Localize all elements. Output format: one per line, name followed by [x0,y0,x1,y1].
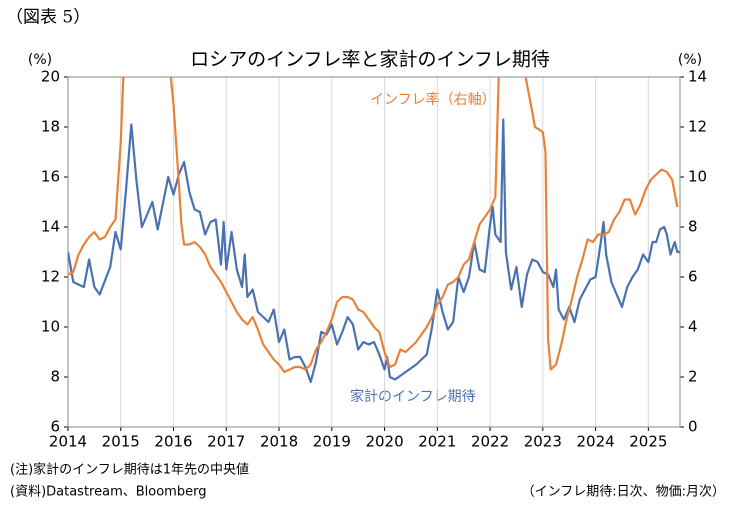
x-tick-label: 2023 [524,433,562,451]
y2-tick-label: 8 [688,218,698,236]
y-tick-label: 16 [41,168,60,186]
y-tick-label: 18 [41,118,60,136]
note: (資料)Datastream、Bloomberg [10,485,206,500]
annotation: インフレ率（右軸） [370,91,496,108]
y-tick-label: 8 [50,368,60,386]
plot-frame [67,76,681,428]
plot-area [68,77,680,384]
x-tick-label: 2020 [365,433,403,451]
y-unit: (%) [28,52,52,68]
y-tick-label: 10 [41,318,60,336]
y2-tick-label: 10 [688,168,707,186]
y2-tick-label: 14 [688,68,707,86]
y2-tick-label: 12 [688,118,707,136]
note: （インフレ期待:日次、物価:月次） [522,484,725,500]
y-tick-label: 12 [41,268,60,286]
y2-tick-label: 6 [688,268,698,286]
y2-tick-label: 2 [688,368,698,386]
y2-unit: (%) [678,52,702,68]
x-tick-label: 2014 [49,433,87,451]
x-tick-label: 2024 [576,433,614,451]
y-tick-label: 20 [41,68,60,86]
x-tick-label: 2017 [207,433,245,451]
x-tick-label: 2025 [629,433,667,451]
series-line [68,118,680,384]
note: (注)家計のインフレ期待は1年先の中央値 [10,462,249,478]
x-tick-label: 2018 [260,433,298,451]
chart-title: ロシアのインフレ率と家計のインフレ期待 [190,49,550,71]
x-tick-label: 2016 [154,433,192,451]
x-tick-label: 2021 [418,433,456,451]
y-tick-label: 14 [41,218,60,236]
x-tick-label: 2019 [313,433,351,451]
y-tick-label: 6 [50,418,60,436]
annotation: 家計のインフレ期待 [350,388,476,405]
series-line [68,77,679,374]
x-tick-label: 2015 [102,433,140,451]
x-tick-label: 2022 [471,433,509,451]
y2-tick-label: 4 [688,318,698,336]
header: （図表 5） [6,8,90,28]
y2-tick-label: 0 [688,418,698,436]
